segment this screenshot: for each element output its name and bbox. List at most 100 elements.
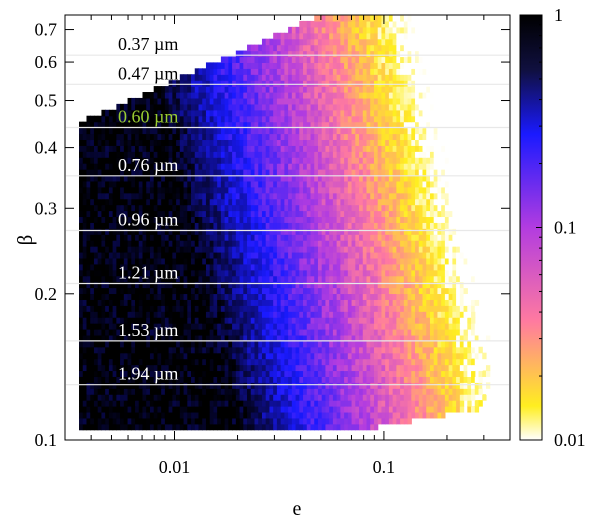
heatmap-cell: [486, 382, 490, 389]
heatmap-cell: [135, 388, 139, 395]
heatmap-cell: [445, 394, 449, 401]
heatmap-cell: [348, 222, 352, 229]
heatmap-cell: [254, 205, 258, 212]
heatmap-cell: [311, 299, 315, 306]
heatmap-cell: [116, 353, 120, 360]
heatmap-cell: [113, 193, 117, 200]
heatmap-cell: [329, 394, 333, 401]
heatmap-cell: [105, 216, 109, 223]
heatmap-cell: [273, 353, 277, 360]
heatmap-cell: [344, 264, 348, 271]
heatmap-cell: [299, 258, 303, 265]
heatmap-cell: [225, 246, 229, 253]
heatmap-cell: [400, 382, 404, 389]
heatmap-cell: [150, 234, 154, 241]
heatmap-cell: [94, 228, 98, 235]
heatmap-cell: [471, 293, 475, 300]
heatmap-cell: [445, 299, 449, 306]
heatmap-cell: [266, 341, 270, 348]
heatmap-cell: [254, 406, 258, 413]
heatmap-cell: [86, 246, 90, 253]
heatmap-cell: [157, 193, 161, 200]
heatmap-cell: [359, 240, 363, 247]
heatmap-cell: [213, 163, 217, 170]
heatmap-cell: [370, 305, 374, 312]
heatmap-cell: [198, 359, 202, 366]
heatmap-cell: [206, 288, 210, 295]
heatmap-cell: [191, 228, 195, 235]
heatmap-cell: [378, 199, 382, 206]
heatmap-cell: [381, 406, 385, 413]
heatmap-cell: [445, 329, 449, 336]
heatmap-cell: [307, 388, 311, 395]
heatmap-cell: [460, 365, 464, 372]
heatmap-cell: [482, 282, 486, 289]
heatmap-cell: [434, 400, 438, 407]
heatmap-cell: [359, 216, 363, 223]
heatmap-cell: [135, 246, 139, 253]
heatmap-cell: [419, 282, 423, 289]
heatmap-cell: [322, 329, 326, 336]
heatmap-cell: [225, 240, 229, 247]
heatmap-cell: [299, 211, 303, 218]
heatmap-cell: [79, 211, 83, 218]
heatmap-cell: [213, 317, 217, 324]
heatmap-cell: [389, 323, 393, 330]
heatmap-cell: [370, 323, 374, 330]
heatmap-cell: [370, 406, 374, 413]
heatmap-cell: [243, 252, 247, 259]
heatmap-cell: [389, 418, 393, 425]
heatmap-cell: [389, 193, 393, 200]
heatmap-cell: [296, 276, 300, 283]
heatmap-cell: [210, 211, 214, 218]
heatmap-cell: [378, 293, 382, 300]
heatmap-cell: [456, 406, 460, 413]
heatmap-cell: [374, 264, 378, 271]
heatmap-cell: [318, 211, 322, 218]
heatmap-cell: [221, 282, 225, 289]
heatmap-cell: [411, 151, 415, 158]
heatmap-cell: [281, 323, 285, 330]
heatmap-cell: [281, 394, 285, 401]
heatmap-cell: [396, 181, 400, 188]
heatmap-cell: [434, 264, 438, 271]
heatmap-cell: [217, 424, 221, 431]
heatmap-cell: [157, 347, 161, 354]
heatmap-cell: [452, 282, 456, 289]
heatmap-cell: [236, 193, 240, 200]
heatmap-cell: [243, 276, 247, 283]
heatmap-cell: [206, 258, 210, 265]
heatmap-cell: [225, 181, 229, 188]
heatmap-cell: [83, 347, 87, 354]
heatmap-cell: [389, 240, 393, 247]
heatmap-cell: [344, 418, 348, 425]
heatmap-cell: [445, 151, 449, 158]
heatmap-cell: [423, 211, 427, 218]
heatmap-cell: [266, 181, 270, 188]
heatmap-cell: [337, 264, 341, 271]
heatmap-cell: [225, 205, 229, 212]
heatmap-cell: [348, 181, 352, 188]
heatmap-cell: [184, 400, 188, 407]
heatmap-cell: [150, 193, 154, 200]
heatmap-cell: [101, 205, 105, 212]
heatmap-cell: [262, 187, 266, 194]
heatmap-cell: [352, 388, 356, 395]
heatmap-cell: [464, 258, 468, 265]
heatmap-cell: [191, 394, 195, 401]
heatmap-cell: [352, 353, 356, 360]
heatmap-cell: [206, 228, 210, 235]
heatmap-cell: [292, 359, 296, 366]
heatmap-cell: [240, 252, 244, 259]
heatmap-cell: [198, 400, 202, 407]
heatmap-cell: [180, 270, 184, 277]
heatmap-cell: [139, 400, 143, 407]
heatmap-cell: [426, 382, 430, 389]
heatmap-cell: [348, 211, 352, 218]
heatmap-cell: [426, 317, 430, 324]
heatmap-cell: [419, 234, 423, 241]
heatmap-cell: [109, 211, 113, 218]
heatmap-cell: [213, 299, 217, 306]
heatmap-cell: [225, 353, 229, 360]
heatmap-cell: [314, 370, 318, 377]
